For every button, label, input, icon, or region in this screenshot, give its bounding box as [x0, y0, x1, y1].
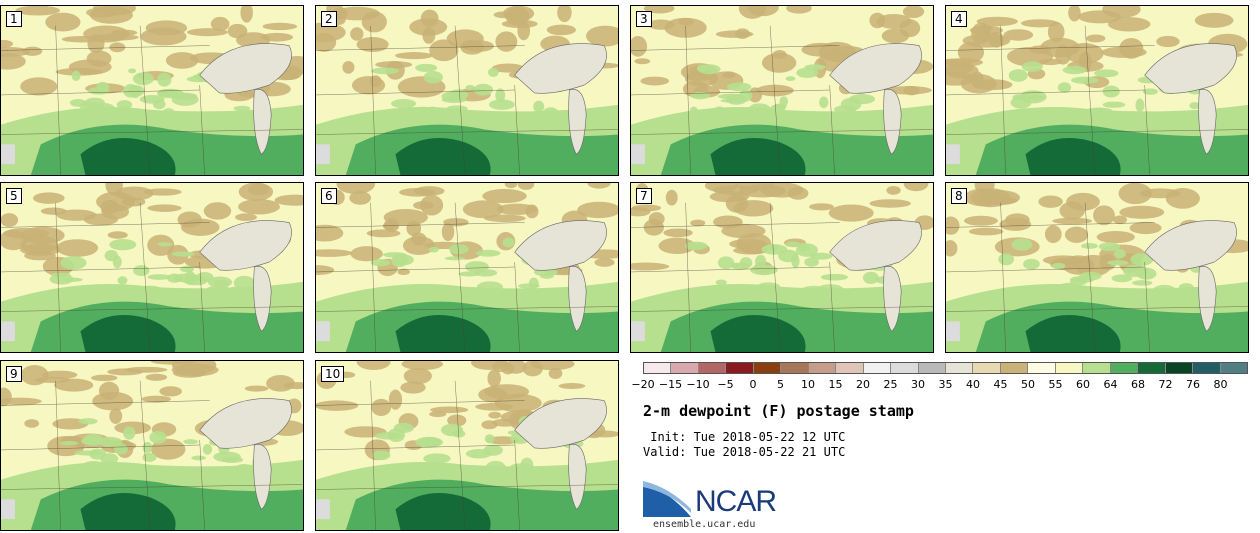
panel-label: 7: [636, 188, 652, 204]
colorbar-swatch: [1193, 363, 1221, 373]
colorbar-swatch: [1028, 363, 1056, 373]
colorbar-swatch: [973, 363, 1001, 373]
colorbar-swatch: [671, 363, 699, 373]
colorbar-tick-label: −5: [717, 378, 734, 391]
colorbar-tick-label: 20: [856, 378, 870, 391]
ncar-logo-icon: [643, 481, 691, 517]
colorbar-swatch: [726, 363, 754, 373]
map-panel-3: 3: [630, 5, 934, 176]
colorbar-tick-label: 45: [993, 378, 1008, 391]
colorbar-swatch: [781, 363, 809, 373]
colorbar-swatch: [1165, 363, 1194, 373]
map-panel-7: 7: [630, 182, 934, 353]
map-panel-5: 5: [0, 182, 304, 353]
map-panel-10: 10: [315, 360, 619, 531]
panel-label: 5: [6, 188, 22, 204]
panel-label: 8: [951, 188, 967, 204]
colorbar-swatch: [863, 363, 892, 373]
colorbar-swatch: [1110, 363, 1139, 373]
panel-label: 1: [6, 11, 22, 27]
map-panel-1: 1: [0, 5, 304, 176]
map-panel-2: 2: [315, 5, 619, 176]
logo-url: ensemble.ucar.edu: [653, 519, 756, 530]
colorbar-swatch: [891, 363, 919, 373]
ncar-logo-text: NCAR: [695, 485, 777, 518]
colorbar-tick-label: 55: [1048, 378, 1063, 391]
panel-label: 9: [6, 366, 22, 382]
colorbar-swatch: [1083, 363, 1111, 373]
colorbar-tick-label: −10: [686, 378, 710, 391]
colorbar-swatch: [753, 363, 782, 373]
map-panel-4: 4: [945, 5, 1249, 176]
panel-label: 10: [321, 366, 345, 382]
colorbar-swatch: [1220, 363, 1247, 373]
colorbar-swatch: [836, 363, 864, 373]
init-time: Init: Tue 2018-05-22 12 UTC: [643, 430, 846, 444]
map-panel-8: 8: [945, 182, 1249, 353]
colorbar-swatch: [808, 363, 837, 373]
colorbar-ticks: −20 −15 −10 −5 0 5 10 15 20 25 30 35 40 45 50 55 60 64 68 7…: [631, 378, 1248, 392]
colorbar-tick-label: 35: [938, 378, 953, 391]
map-panel-9: 9: [0, 360, 304, 531]
colorbar: [643, 362, 1248, 374]
colorbar-swatch: [698, 363, 727, 373]
valid-time: Valid: Tue 2018-05-22 21 UTC: [643, 445, 846, 459]
colorbar-swatch: [1138, 363, 1166, 373]
colorbar-tick-label: 68: [1131, 378, 1145, 391]
colorbar-tick-label: 72: [1158, 378, 1173, 391]
chart-title: 2-m dewpoint (F) postage stamp: [643, 402, 914, 420]
colorbar-tick-label: −15: [658, 378, 683, 391]
panel-label: 6: [321, 188, 337, 204]
colorbar-swatch: [918, 363, 946, 373]
panel-label: 2: [321, 11, 337, 27]
colorbar-tick-label: 25: [883, 378, 898, 391]
colorbar-tick-label: 15: [828, 378, 843, 391]
colorbar-tick-label: 5: [777, 378, 784, 391]
colorbar-tick-label: 60: [1076, 378, 1090, 391]
colorbar-swatch: [945, 363, 974, 373]
colorbar-tick-label: 30: [911, 378, 925, 391]
colorbar-tick-label: 64: [1103, 378, 1118, 391]
panel-label: 4: [951, 11, 967, 27]
colorbar-tick-label: 80: [1213, 378, 1228, 391]
map-panel-6: 6: [315, 182, 619, 353]
colorbar-tick-label: 76: [1186, 378, 1200, 391]
colorbar-tick-label: 50: [1021, 378, 1035, 391]
panel-label: 3: [636, 11, 652, 27]
colorbar-tick-label: 0: [749, 378, 757, 391]
colorbar-swatch: [1055, 363, 1084, 373]
colorbar-tick-label: 10: [801, 378, 815, 391]
colorbar-tick-label: −20: [631, 378, 655, 391]
colorbar-tick-label: 40: [966, 378, 980, 391]
colorbar-swatch: [644, 363, 672, 373]
colorbar-swatch: [1000, 363, 1029, 373]
